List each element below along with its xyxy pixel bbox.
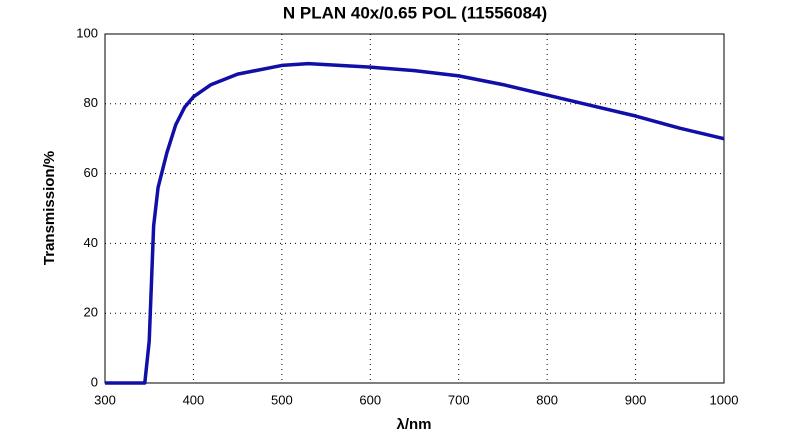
x-tick-label: 900 xyxy=(625,392,647,407)
plot-frame xyxy=(104,33,725,384)
y-tick-label: 0 xyxy=(91,374,98,389)
y-tick-label: 100 xyxy=(76,25,98,40)
x-tick-label: 800 xyxy=(536,392,558,407)
x-tick-label: 500 xyxy=(271,392,293,407)
x-tick-label: 300 xyxy=(94,392,116,407)
data-line xyxy=(105,61,725,385)
x-axis-label: λ/nm xyxy=(396,416,431,433)
x-tick-label: 600 xyxy=(359,392,381,407)
y-axis-label: Transmission/% xyxy=(41,151,58,265)
y-tick-label: 80 xyxy=(84,95,98,110)
y-tick-label: 40 xyxy=(84,235,98,250)
chart-title: N PLAN 40x/0.65 POL (11556084) xyxy=(283,3,547,22)
x-tick-label: 700 xyxy=(448,392,470,407)
x-tick-label: 400 xyxy=(183,392,205,407)
x-tick-label: 1000 xyxy=(710,392,739,407)
y-tick-label: 60 xyxy=(84,165,98,180)
y-tick-label: 20 xyxy=(84,305,98,320)
